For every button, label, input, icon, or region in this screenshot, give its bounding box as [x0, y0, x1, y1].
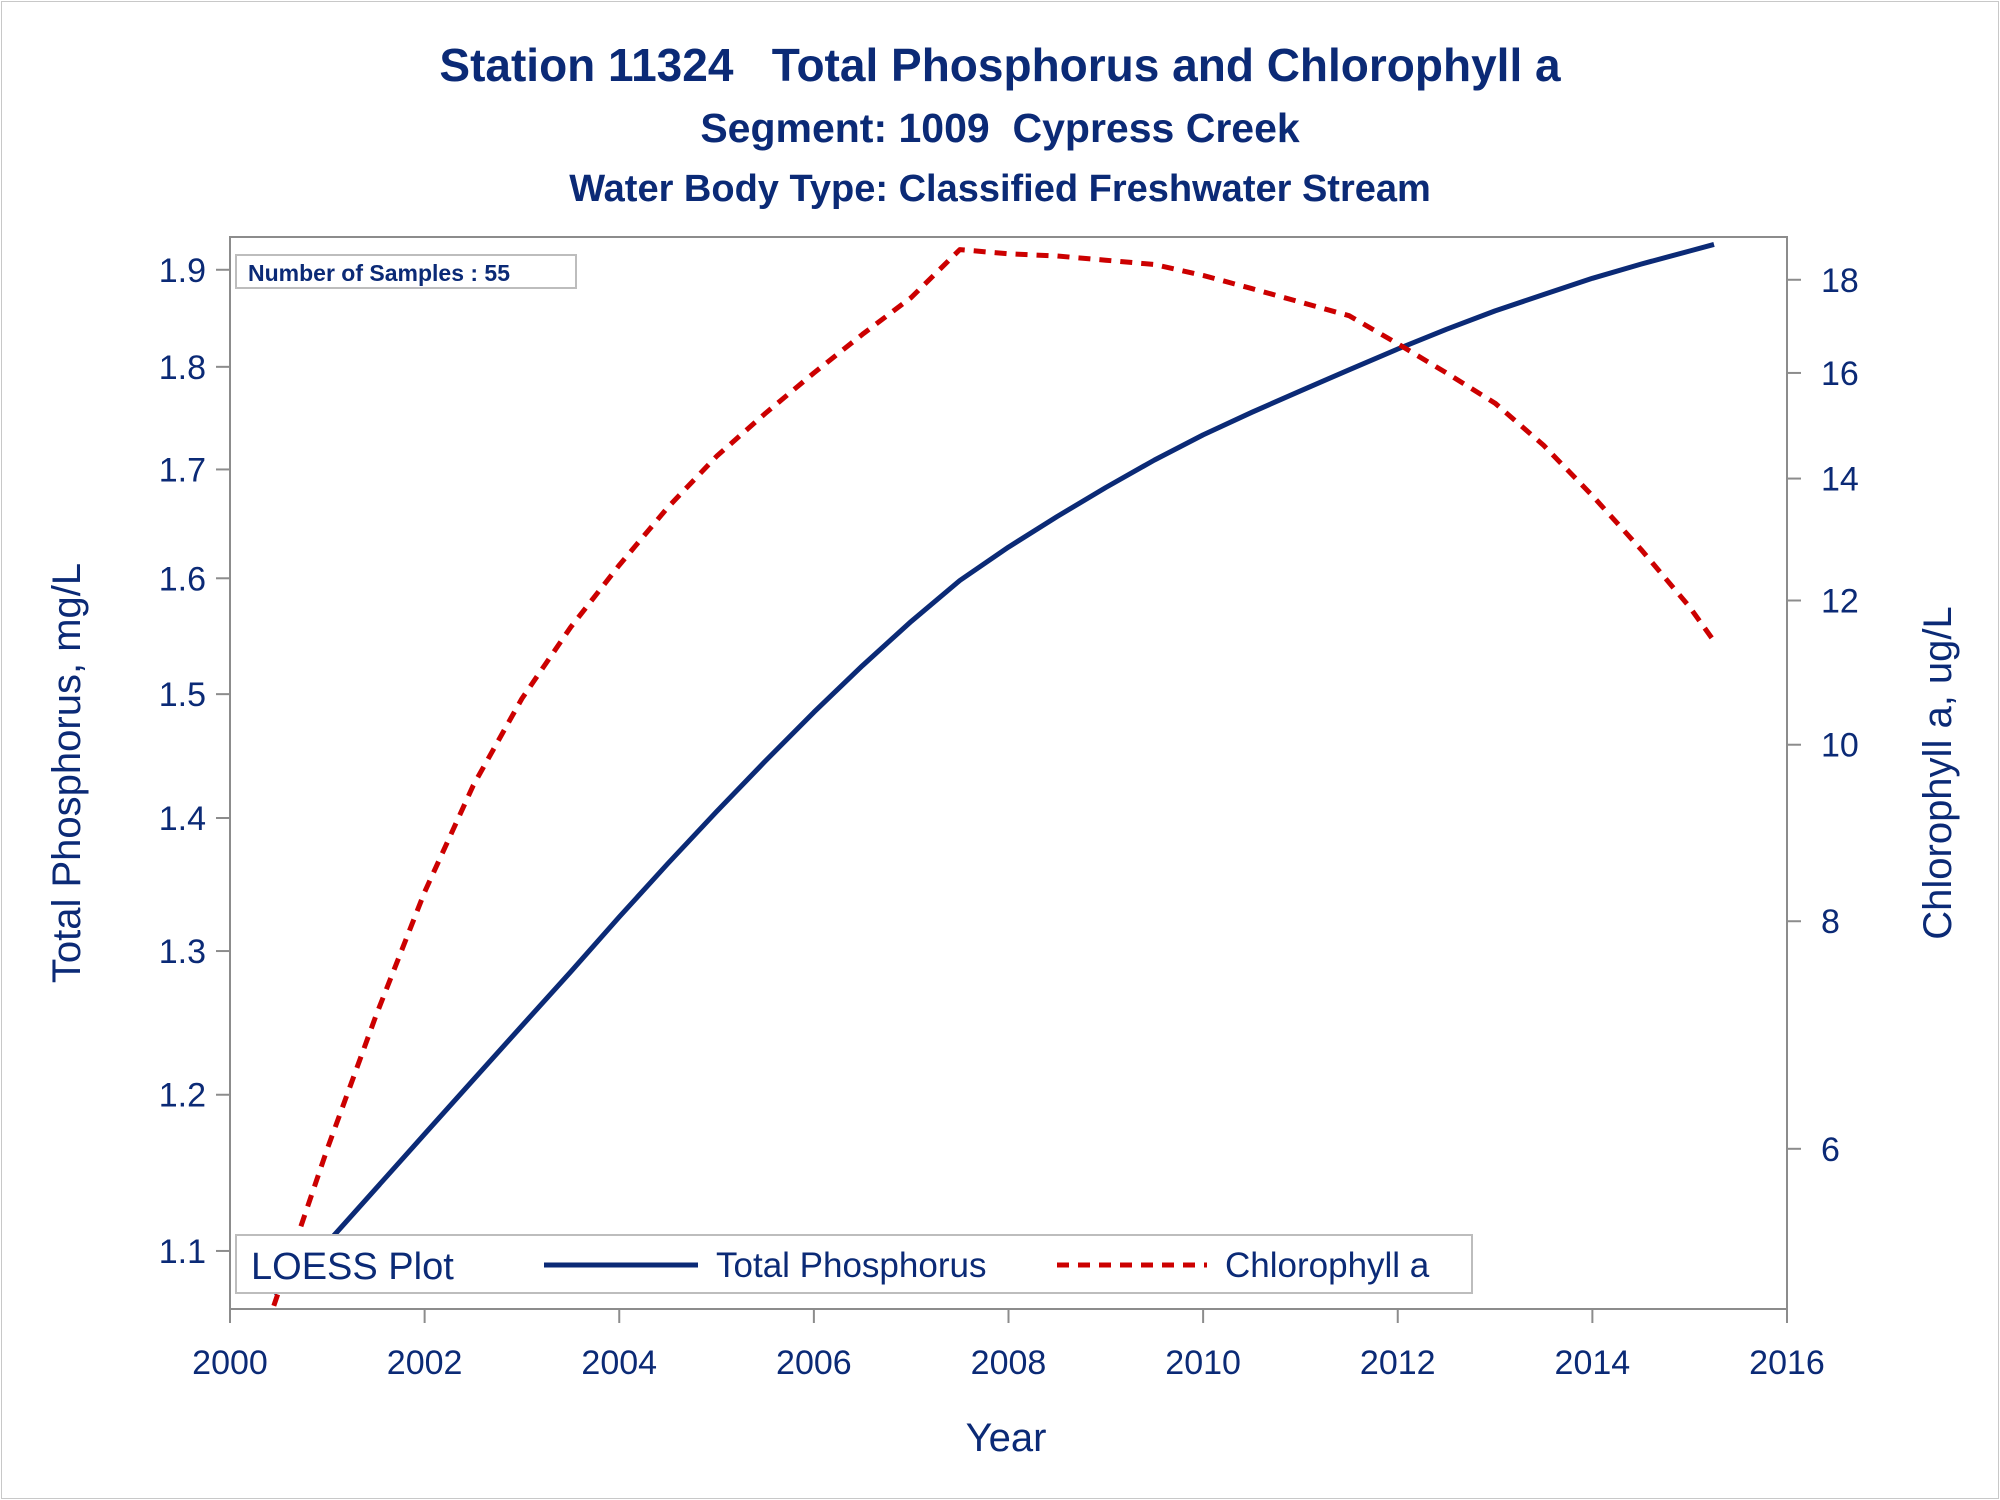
y-axis-right: 6 8 10 12 14 16 18 — [1787, 262, 1859, 1169]
y-tick-label: 1.3 — [159, 933, 206, 971]
y2-tick-label: 14 — [1821, 461, 1859, 499]
chart-subtitle: Segment: 1009 Cypress Creek — [700, 105, 1300, 151]
sample-count-border — [235, 254, 577, 289]
x-tick-label: 2006 — [776, 1344, 852, 1382]
y2-tick-label: 12 — [1821, 583, 1859, 621]
plot-area — [229, 236, 1788, 1310]
series-line-chlorophyll-a — [271, 247, 1717, 1307]
x-tick-label: 2010 — [1165, 1344, 1241, 1382]
y-axis-left: 1.1 1.2 1.3 1.4 1.5 1.6 1.7 1.8 1.9 — [159, 252, 230, 1271]
x-tick-label: 2004 — [581, 1344, 657, 1382]
x-axis-label: Year — [966, 1416, 1047, 1460]
y2-tick-label: 16 — [1821, 355, 1859, 393]
x-tick-label: 2000 — [192, 1344, 268, 1382]
y-tick-label: 1.4 — [159, 800, 206, 838]
y-tick-label: 1.1 — [159, 1233, 206, 1271]
chart-subtitle-water-body: Water Body Type: Classified Freshwater S… — [569, 168, 1431, 210]
legend: LOESS Plot Total Phosphorus Chlorophyll … — [235, 1234, 1473, 1294]
x-tick-label: 2016 — [1749, 1344, 1825, 1382]
y-tick-label: 1.5 — [159, 676, 206, 714]
y2-tick-label: 10 — [1821, 727, 1859, 765]
x-tick-label: 2008 — [971, 1344, 1047, 1382]
series-line-total-phosphorus — [272, 241, 1715, 1296]
y-tick-label: 1.7 — [159, 451, 206, 489]
y2-axis-label: Chlorophyll a, ug/L — [1916, 606, 1960, 940]
sample-count-text: Number of Samples : 55 — [248, 260, 510, 286]
y2-tick-label: 18 — [1821, 262, 1859, 300]
y-tick-label: 1.9 — [159, 252, 206, 290]
y2-tick-label: 8 — [1821, 903, 1840, 941]
y-tick-label: 1.8 — [159, 349, 206, 387]
x-tick-label: 2012 — [1360, 1344, 1436, 1382]
legend-label-total-phosphorus: Total Phosphorus — [716, 1246, 986, 1285]
y-tick-label: 1.6 — [159, 560, 206, 598]
sample-count-box: Number of Samples : 55 — [235, 254, 577, 289]
y2-tick-label: 6 — [1821, 1131, 1840, 1169]
x-tick-label: 2002 — [387, 1344, 463, 1382]
legend-border — [235, 1234, 1473, 1294]
x-tick-label: 2014 — [1555, 1344, 1631, 1382]
x-axis: 2000 2002 2004 2006 2008 2010 2012 2014 2016 — [192, 1309, 1825, 1382]
chart-title: Station 11324 Total Phosphorus and Chlor… — [439, 39, 1561, 91]
y-axis-label: Total Phosphorus, mg/L — [45, 563, 89, 983]
series-group — [271, 241, 1717, 1307]
legend-label-chlorophyll-a: Chlorophyll a — [1225, 1246, 1430, 1285]
y-tick-label: 1.2 — [159, 1077, 206, 1115]
legend-title: LOESS Plot — [251, 1246, 454, 1288]
